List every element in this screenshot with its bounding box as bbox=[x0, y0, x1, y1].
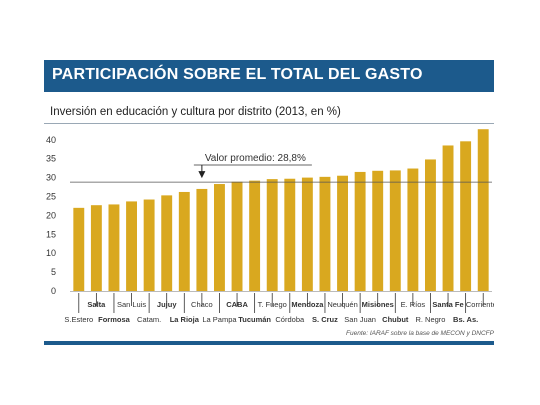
y-tick-label: 15 bbox=[46, 229, 56, 239]
x-tick-label: S. Cruz bbox=[312, 315, 338, 324]
x-tick-label: Salta bbox=[87, 300, 106, 309]
x-tick-label: Chubut bbox=[382, 315, 409, 324]
x-tick-label: Misiones bbox=[362, 300, 394, 309]
x-tick-label: T. Fuego bbox=[258, 300, 287, 309]
bar bbox=[284, 178, 296, 291]
x-tick-label: Neuquén bbox=[327, 300, 357, 309]
x-tick-label: La Pampa bbox=[202, 315, 237, 324]
x-tick-label: Jujuy bbox=[157, 300, 177, 309]
bar bbox=[161, 195, 173, 291]
source-note: Fuente: IARAF sobre la base de MECON y D… bbox=[346, 330, 494, 337]
footer-bar bbox=[44, 341, 494, 345]
bar bbox=[301, 177, 313, 291]
bar bbox=[337, 175, 348, 291]
bar bbox=[460, 141, 472, 291]
x-tick-label: Catam. bbox=[137, 315, 161, 324]
bar bbox=[477, 129, 489, 291]
bar bbox=[442, 145, 454, 291]
y-tick-label: 25 bbox=[46, 192, 56, 202]
bar bbox=[249, 180, 261, 291]
x-tick-label: Mendoza bbox=[291, 300, 324, 309]
bar bbox=[319, 176, 331, 291]
x-tick-label: Corrientes bbox=[466, 300, 494, 309]
y-tick-label: 0 bbox=[51, 286, 56, 296]
bar-chart: 0 5 10 15 20 25 30 35 40 Valor promedio: 28,8% S.E… bbox=[46, 129, 494, 324]
x-tick-label: San Luis bbox=[117, 300, 146, 309]
x-tick-label: S.Estero bbox=[64, 315, 93, 324]
x-tick-label: E. Ríos bbox=[401, 300, 426, 309]
x-tick-label: R. Negro bbox=[415, 315, 445, 324]
y-tick-label: 35 bbox=[46, 154, 56, 164]
bar bbox=[126, 201, 137, 291]
bar bbox=[231, 181, 243, 291]
average-arrow-head bbox=[198, 171, 206, 179]
x-tick-label: Córdoba bbox=[275, 315, 305, 324]
chart-header-bar: PARTICIPACIÓN SOBRE EL TOTAL DEL GASTO bbox=[44, 60, 494, 92]
bar bbox=[178, 191, 190, 291]
x-tick-label: Bs. As. bbox=[453, 315, 478, 324]
bar bbox=[90, 205, 102, 291]
y-tick-label: 5 bbox=[51, 267, 56, 277]
x-tick-label: La Rioja bbox=[170, 315, 200, 324]
y-tick-label: 40 bbox=[46, 135, 56, 145]
average-label: Valor promedio: 28,8% bbox=[205, 153, 306, 164]
bar bbox=[354, 171, 366, 291]
chart-subtitle: Inversión en educación y cultura por dis… bbox=[50, 106, 341, 118]
y-tick-label: 20 bbox=[46, 210, 56, 220]
x-tick-label: CABA bbox=[226, 300, 248, 309]
x-tick-label: San Juan bbox=[344, 315, 376, 324]
bar bbox=[214, 184, 225, 291]
bar bbox=[372, 170, 384, 291]
bar bbox=[389, 170, 401, 291]
x-tick-label: Formosa bbox=[98, 315, 131, 324]
x-tick-label: Tucumán bbox=[238, 315, 271, 324]
y-tick-label: 10 bbox=[46, 248, 56, 258]
bar bbox=[143, 199, 155, 291]
y-tick-label: 30 bbox=[46, 173, 56, 183]
bar bbox=[73, 207, 85, 291]
x-tick-label: Chaco bbox=[191, 300, 213, 309]
bar bbox=[425, 159, 436, 291]
bar bbox=[266, 179, 278, 291]
bar bbox=[407, 168, 419, 291]
bar bbox=[196, 188, 208, 291]
x-tick-label: Santa Fe bbox=[432, 300, 463, 309]
bar bbox=[108, 204, 120, 291]
chart-main-title: PARTICIPACIÓN SOBRE EL TOTAL DEL GASTO bbox=[52, 66, 423, 83]
subtitle-divider bbox=[44, 123, 494, 124]
